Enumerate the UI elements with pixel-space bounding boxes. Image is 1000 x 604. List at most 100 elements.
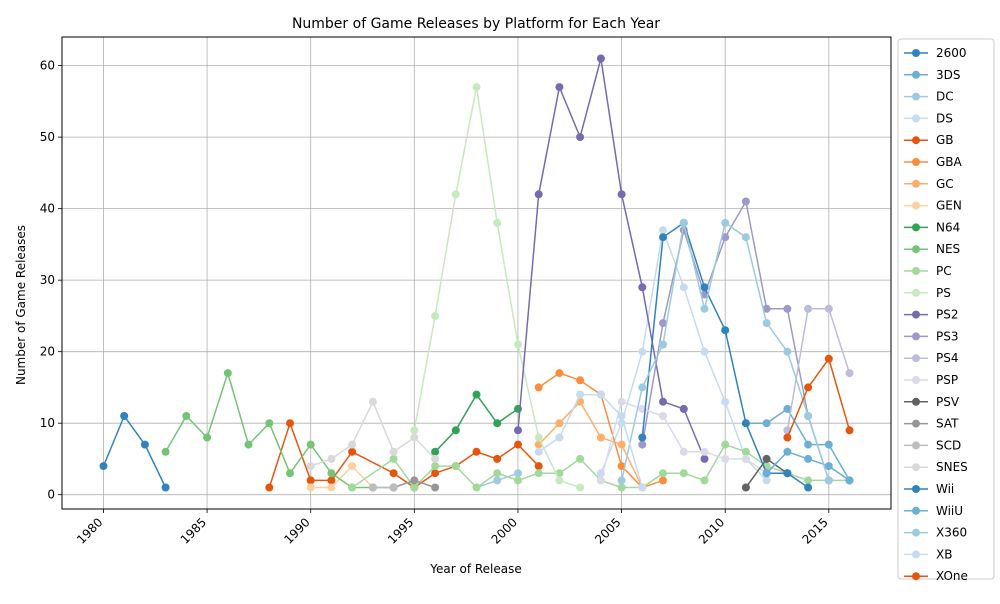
y-tick-label: 60 (40, 59, 55, 73)
data-point (327, 454, 336, 463)
data-point (638, 433, 647, 442)
legend-swatch-marker (912, 332, 920, 341)
series-line (102, 415, 167, 488)
x-tick-label: 1990 (281, 515, 312, 546)
data-point (514, 426, 522, 435)
data-point (348, 447, 357, 456)
data-point (845, 476, 854, 485)
series-2600 (99, 412, 170, 492)
legend-item: XOne (904, 569, 968, 583)
series-line (538, 400, 643, 488)
data-point (534, 383, 543, 392)
legend-item: PSP (904, 373, 958, 387)
data-point (514, 469, 522, 478)
legend-item: N64 (904, 220, 960, 234)
legend-item: 3DS (904, 68, 961, 82)
data-point (804, 440, 813, 449)
data-point (534, 447, 543, 456)
data-point (534, 190, 543, 199)
data-point (804, 412, 813, 420)
data-point (451, 190, 460, 199)
data-point (824, 304, 833, 313)
series-line (517, 57, 706, 460)
legend-frame (897, 38, 995, 580)
legend-item: 2600 (904, 46, 967, 60)
legend-label: DC (936, 90, 954, 104)
data-point (410, 426, 419, 435)
legend-label: PS4 (936, 351, 959, 365)
data-point (679, 447, 688, 456)
legend-label: SNES (936, 460, 968, 474)
data-point (762, 319, 771, 328)
legend-label: DS (936, 111, 953, 125)
data-point (410, 476, 419, 485)
y-tick-label: 20 (40, 345, 55, 359)
legend-label: GC (936, 177, 954, 191)
legend-swatch-marker (912, 550, 920, 559)
data-point (368, 483, 377, 492)
data-point (721, 454, 730, 463)
series-line (786, 308, 851, 431)
data-point (659, 469, 667, 478)
legend-item: PSV (904, 395, 960, 409)
data-point (534, 462, 543, 471)
data-point (451, 426, 460, 435)
series-n64 (431, 390, 522, 456)
legend-swatch-marker (912, 506, 920, 515)
legend-swatch-marker (912, 419, 920, 428)
legend-swatch-marker (912, 463, 920, 472)
data-point (659, 340, 667, 349)
data-point (348, 462, 357, 471)
legend-item: SNES (904, 460, 968, 474)
data-point (804, 483, 813, 492)
data-point (389, 469, 398, 478)
data-point (741, 233, 750, 242)
data-point (596, 476, 605, 485)
x-tick-label: 1980 (74, 515, 105, 546)
legend-swatch-marker (912, 267, 920, 275)
data-point (617, 412, 626, 420)
data-point (783, 447, 792, 456)
data-point (472, 447, 481, 456)
legend-swatch-marker (912, 70, 920, 79)
legend-item: Wii (904, 482, 954, 496)
data-point (741, 197, 750, 206)
legend-swatch-marker (912, 528, 920, 537)
legend-item: SAT (904, 417, 959, 431)
legend-label: GBA (936, 155, 963, 169)
legend-swatch-marker (912, 136, 920, 145)
data-point (783, 404, 792, 413)
legend-label: PS (936, 286, 951, 300)
data-point (762, 469, 771, 478)
data-point (824, 476, 833, 485)
series-ps (410, 83, 585, 492)
data-point (161, 483, 170, 492)
data-point (659, 397, 667, 406)
y-tick-label: 40 (40, 202, 55, 216)
data-point (431, 469, 440, 478)
data-point (617, 190, 626, 199)
data-point (679, 469, 688, 478)
legend-label: GEN (936, 199, 962, 213)
series-ps4 (783, 304, 854, 435)
data-point (410, 433, 419, 442)
x-axis-label: Year of Release (429, 562, 522, 576)
data-point (679, 404, 688, 413)
data-point (99, 462, 108, 471)
data-point (472, 483, 481, 492)
data-point (120, 412, 129, 420)
data-point (244, 440, 253, 449)
series-xone (783, 354, 854, 442)
data-point (431, 483, 440, 492)
legend-label: PS3 (936, 329, 959, 343)
legend-swatch-marker (912, 572, 920, 581)
legend-item: SCD (904, 438, 961, 452)
data-point (286, 419, 294, 428)
data-point (845, 369, 854, 378)
data-point (824, 440, 833, 449)
legend-label: WiiU (936, 504, 963, 518)
legend-item: GBA (904, 155, 963, 169)
legend-item: DS (904, 111, 953, 125)
data-point (804, 383, 813, 392)
